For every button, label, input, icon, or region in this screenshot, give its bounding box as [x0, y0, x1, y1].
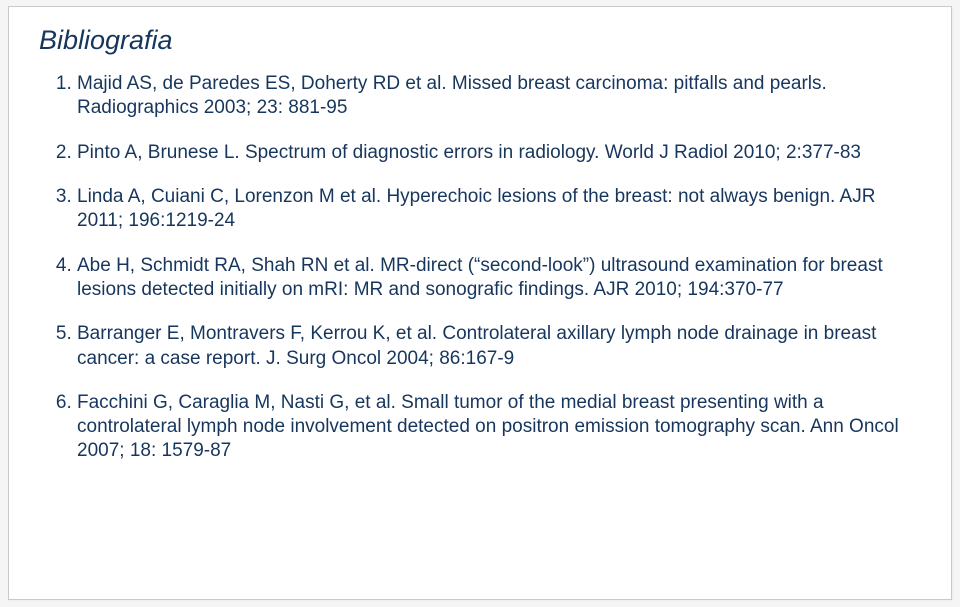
reference-item: Pinto A, Brunese L. Spectrum of diagnost… — [77, 141, 921, 165]
reference-item: Barranger E, Montravers F, Kerrou K, et … — [77, 322, 921, 371]
bibliography-slide: Bibliografia Majid AS, de Paredes ES, Do… — [8, 6, 952, 600]
reference-item: Abe H, Schmidt RA, Shah RN et al. MR-dir… — [77, 254, 921, 303]
reference-item: Majid AS, de Paredes ES, Doherty RD et a… — [77, 72, 921, 121]
reference-item: Facchini G, Caraglia M, Nasti G, et al. … — [77, 391, 921, 464]
reference-item: Linda A, Cuiani C, Lorenzon M et al. Hyp… — [77, 185, 921, 234]
slide-title: Bibliografia — [39, 25, 921, 56]
reference-list: Majid AS, de Paredes ES, Doherty RD et a… — [39, 72, 921, 464]
